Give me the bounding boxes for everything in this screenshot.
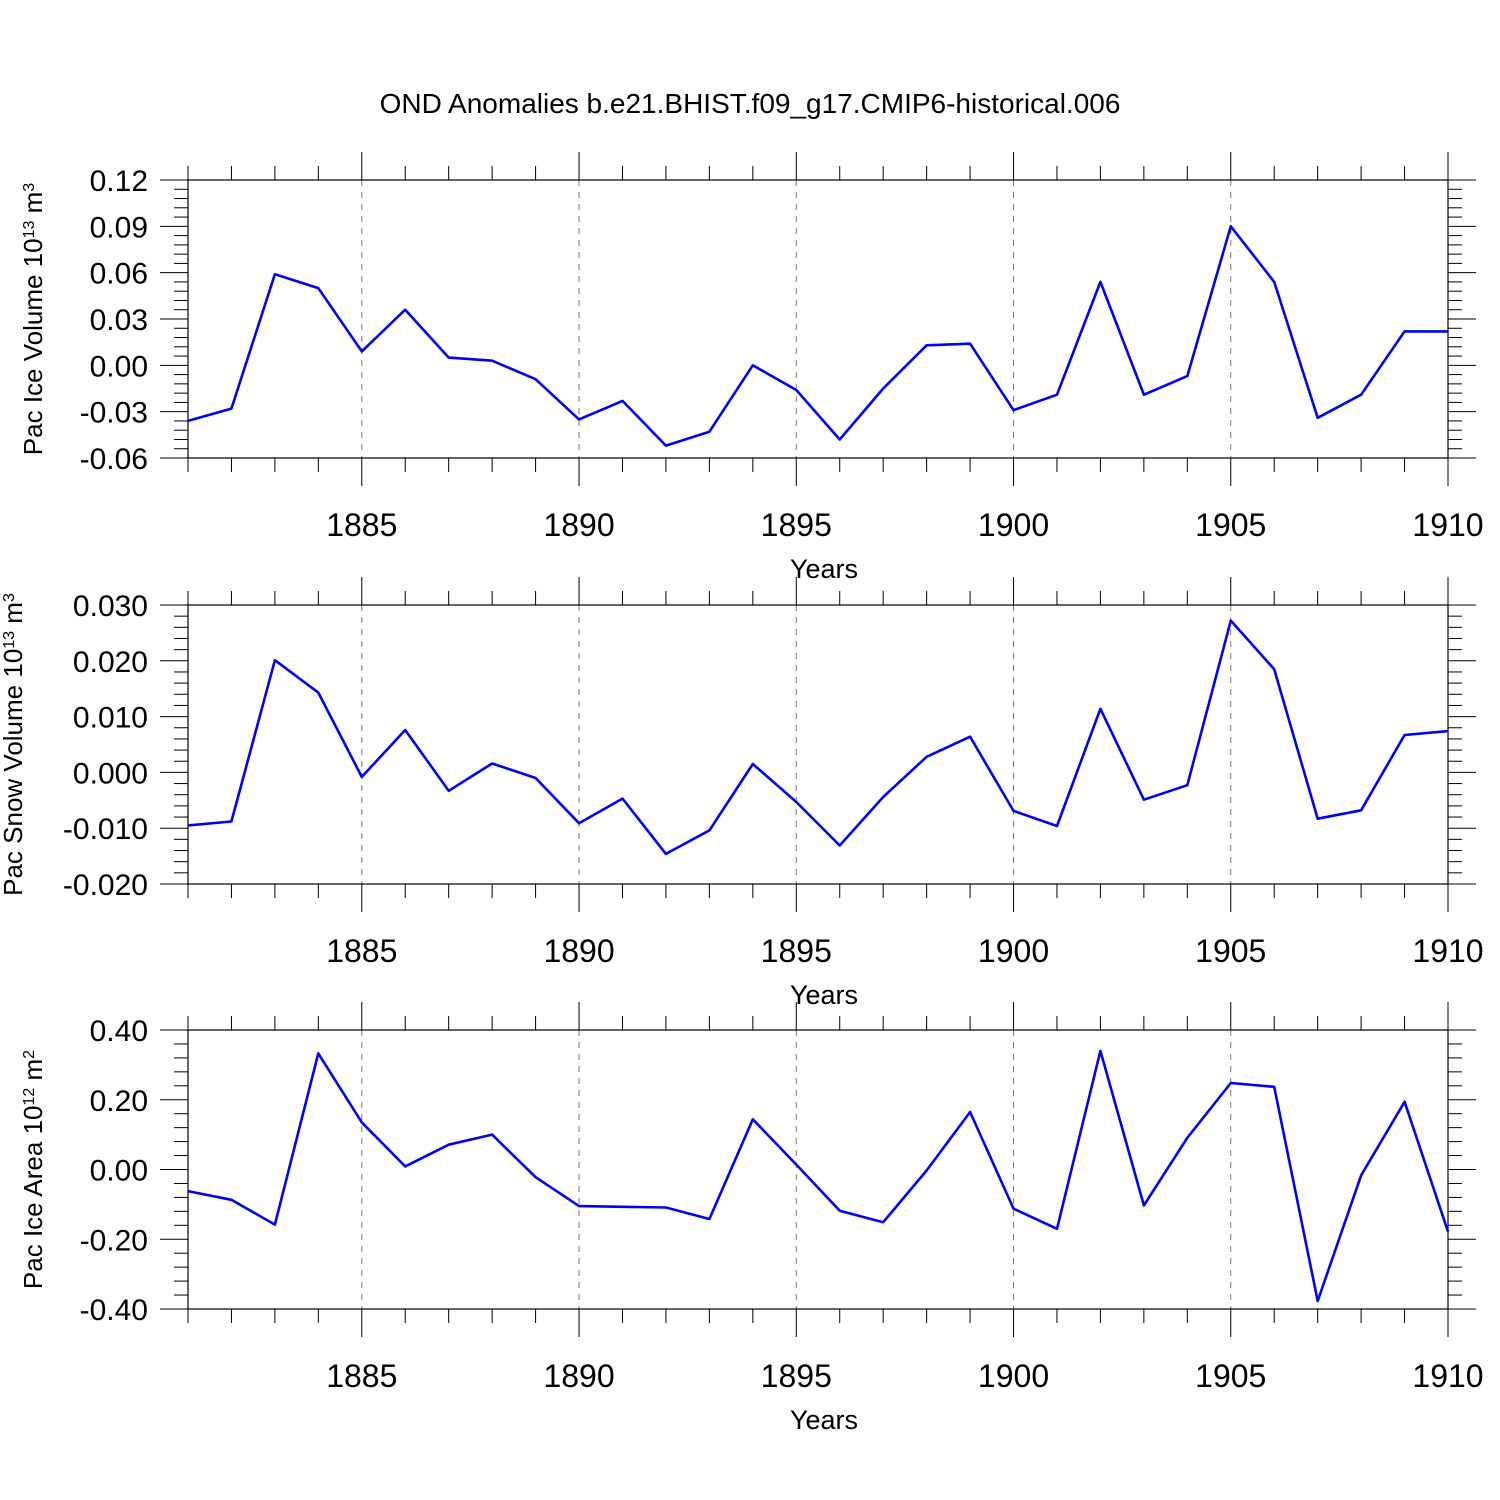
y-tick-label: 0.06 [90,258,148,291]
x-tick-label: 1900 [978,1358,1049,1394]
y-tick-label: 0.00 [90,1155,148,1188]
plot-frame [187,604,1449,885]
x-tick-label: 1905 [1195,933,1266,969]
x-tick-label: 1885 [326,1358,397,1394]
chart-title: OND Anomalies b.e21.BHIST.f09_g17.CMIP6-… [379,88,1121,119]
y-axis-label: Pac Ice Area 1012 m2 [18,1050,48,1289]
x-tick-label: 1905 [1195,1358,1266,1394]
x-tick-label: 1890 [543,933,614,969]
x-tick-label: 1890 [543,507,614,543]
x-axis-label: Years [790,554,858,584]
y-tick-label: -0.20 [80,1224,148,1257]
y-tick-label: 0.030 [73,590,148,623]
x-tick-label: 1885 [326,507,397,543]
x-tick-label: 1895 [761,1358,832,1394]
y-tick-label: 0.000 [73,757,148,790]
y-tick-label: -0.03 [80,397,148,430]
y-tick-label: -0.010 [63,813,148,846]
x-tick-label: 1910 [1412,933,1483,969]
y-axis-label: Pac Ice Volume 1013 m3 [18,183,48,456]
series-line [187,619,1449,856]
y-tick-label: 0.09 [90,211,148,244]
x-tick-label: 1910 [1412,507,1483,543]
x-tick-label: 1895 [761,933,832,969]
x-tick-label: 1905 [1195,507,1266,543]
y-tick-label: -0.06 [80,443,148,476]
y-tick-label: -0.020 [63,869,148,902]
y-tick-label: 0.40 [90,1015,148,1048]
x-tick-label: 1910 [1412,1358,1483,1394]
panel-1: -0.06 -0.03 0.00 0.03 0.06 0.09 0.12 1885 1890 18… [18,152,1484,584]
x-axis-label: Years [790,980,858,1010]
x-tick-label: 1900 [978,507,1049,543]
x-tick-label: 1900 [978,933,1049,969]
x-tick-label: 1885 [326,933,397,969]
y-tick-label: 0.010 [73,702,148,735]
x-axis-label: Years [790,1405,858,1435]
y-tick-label: -0.40 [80,1294,148,1327]
y-tick-label: 0.03 [90,304,148,337]
x-tick-label: 1890 [543,1358,614,1394]
panel-2: -0.020 -0.010 0.000 0.010 0.020 0.030 1885 1890… [0,577,1484,1010]
x-tick-label: 1895 [761,507,832,543]
panel-3: -0.40 -0.20 0.00 0.20 0.40 1885 1890 1895 1900 19… [18,1002,1484,1435]
y-tick-label: 0.20 [90,1085,148,1118]
y-tick-label: 0.00 [90,350,148,383]
y-axis-label: Pac Snow Volume 1013 m3 [0,593,28,896]
series-line [187,225,1448,447]
series-line [187,1049,1450,1303]
plot-frame [187,1029,1449,1310]
y-tick-label: 0.020 [73,646,148,679]
y-tick-label: 0.12 [90,165,148,198]
